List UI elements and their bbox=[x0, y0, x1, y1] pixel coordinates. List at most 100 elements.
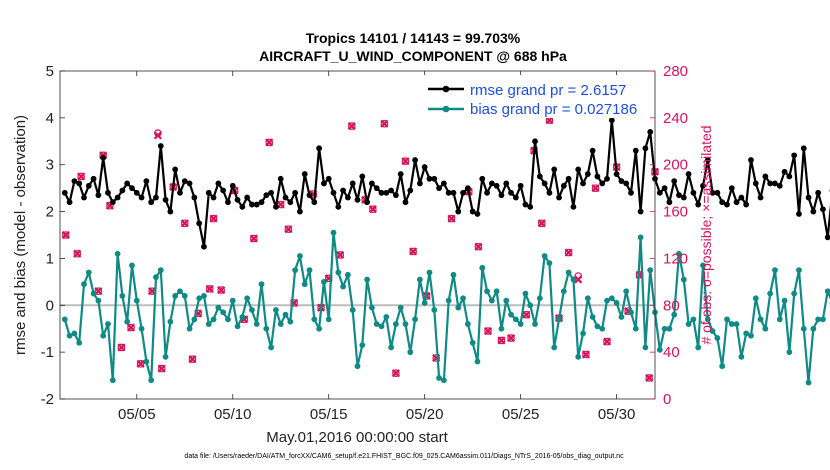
obs-possible-marker bbox=[347, 122, 356, 130]
data-point-rmse bbox=[565, 175, 572, 182]
data-point-bias bbox=[258, 281, 265, 288]
data-point-bias bbox=[743, 330, 750, 337]
data-point-rmse bbox=[258, 199, 265, 206]
data-point-rmse bbox=[138, 194, 145, 201]
obs-assimilated-marker bbox=[581, 350, 590, 359]
data-point-bias bbox=[76, 339, 83, 346]
y-right-tick-label: 120 bbox=[663, 250, 688, 267]
data-point-bias bbox=[580, 330, 586, 337]
data-point-bias bbox=[321, 278, 327, 285]
obs-possible-marker bbox=[497, 336, 506, 345]
obs-assimilated-marker bbox=[409, 247, 418, 256]
x-tick-label: 05/15 bbox=[310, 406, 348, 423]
obs-possible-marker bbox=[392, 369, 400, 378]
obs-assimilated-marker bbox=[77, 172, 86, 181]
data-point-rmse bbox=[71, 178, 78, 185]
data-point-rmse bbox=[205, 189, 212, 196]
data-point-rmse bbox=[349, 180, 356, 187]
data-point-bias bbox=[345, 271, 351, 278]
data-point-rmse bbox=[249, 201, 255, 208]
obs-possible-marker bbox=[537, 219, 546, 228]
y-left-tick-label: 0 bbox=[46, 297, 54, 314]
data-point-bias bbox=[810, 325, 817, 332]
data-point-bias bbox=[124, 318, 131, 325]
data-point-rmse bbox=[297, 208, 303, 215]
data-point-bias bbox=[791, 290, 798, 297]
obs-assimilated-marker bbox=[126, 323, 136, 332]
obs-possible-marker bbox=[447, 214, 456, 223]
data-point-rmse bbox=[392, 192, 399, 199]
data-point-rmse bbox=[479, 175, 486, 182]
data-point-rmse bbox=[517, 182, 524, 189]
data-point-rmse bbox=[762, 173, 769, 180]
obs-possible-marker bbox=[564, 248, 573, 257]
data-point-bias bbox=[239, 314, 246, 320]
data-point-rmse bbox=[431, 175, 438, 182]
obs-assimilated-marker bbox=[336, 250, 345, 259]
obs-assimilated-marker bbox=[474, 242, 483, 251]
obs-assimilated-marker bbox=[265, 138, 274, 147]
obs-possible-marker bbox=[474, 242, 483, 251]
data-point-bias bbox=[671, 311, 678, 318]
data-point-rmse bbox=[76, 180, 83, 187]
data-point-bias bbox=[105, 321, 111, 327]
data-point-rmse bbox=[201, 243, 207, 250]
data-point-rmse bbox=[234, 196, 241, 203]
data-point-rmse bbox=[512, 194, 519, 201]
data-point-bias bbox=[757, 316, 764, 323]
data-point-rmse bbox=[119, 187, 126, 194]
data-point-bias bbox=[541, 253, 548, 259]
data-point-rmse bbox=[570, 203, 577, 210]
data-point-bias bbox=[728, 321, 735, 327]
data-point-bias bbox=[325, 316, 332, 323]
obs-possible-marker bbox=[409, 247, 417, 256]
obs-assimilated-marker bbox=[136, 359, 145, 368]
data-point-bias bbox=[551, 344, 558, 351]
data-point-bias bbox=[354, 363, 361, 370]
data-point-rmse bbox=[330, 189, 337, 196]
data-point-bias bbox=[632, 325, 639, 332]
data-point-bias bbox=[129, 262, 135, 269]
data-point-rmse bbox=[239, 203, 246, 210]
data-point-rmse bbox=[714, 189, 721, 196]
obs-possible-marker bbox=[380, 119, 389, 128]
data-point-rmse bbox=[359, 173, 366, 180]
data-point-bias bbox=[359, 342, 366, 349]
data-point-bias bbox=[234, 323, 241, 330]
data-point-rmse bbox=[153, 194, 159, 201]
y-left-tick-label: 1 bbox=[46, 250, 54, 267]
data-point-bias bbox=[253, 321, 260, 327]
obs-possible-marker bbox=[522, 310, 531, 319]
data-point-bias bbox=[512, 316, 519, 323]
data-point-bias bbox=[215, 304, 222, 311]
data-point-bias bbox=[349, 307, 356, 313]
data-point-rmse bbox=[81, 194, 87, 201]
data-point-rmse bbox=[210, 194, 217, 201]
data-point-bias bbox=[316, 325, 323, 332]
data-point-bias bbox=[527, 302, 534, 309]
data-point-bias bbox=[546, 260, 553, 267]
y-right-tick-label: 0 bbox=[663, 391, 671, 408]
data-point-rmse bbox=[575, 166, 582, 173]
obs-possible-marker bbox=[77, 172, 85, 181]
data-point-rmse bbox=[253, 201, 260, 208]
data-point-bias bbox=[340, 283, 347, 290]
data-point-bias bbox=[676, 250, 682, 257]
data-point-bias bbox=[407, 349, 414, 356]
data-point-bias bbox=[157, 267, 164, 274]
data-point-bias bbox=[225, 316, 231, 323]
obs-assimilated-marker bbox=[188, 355, 197, 364]
data-point-rmse bbox=[109, 199, 116, 206]
data-point-rmse bbox=[666, 199, 673, 206]
data-point-rmse bbox=[738, 194, 745, 201]
data-point-rmse bbox=[685, 171, 692, 177]
data-point-rmse bbox=[325, 175, 332, 182]
obs-assimilated-marker bbox=[368, 205, 377, 214]
x-tick-label: 05/25 bbox=[502, 406, 540, 423]
obs-possible-marker bbox=[205, 285, 214, 293]
data-point-rmse bbox=[690, 189, 697, 196]
data-point-bias bbox=[484, 288, 490, 295]
data-point-rmse bbox=[810, 208, 817, 215]
data-point-bias bbox=[100, 332, 107, 339]
obs-assimilated-marker bbox=[537, 219, 546, 228]
